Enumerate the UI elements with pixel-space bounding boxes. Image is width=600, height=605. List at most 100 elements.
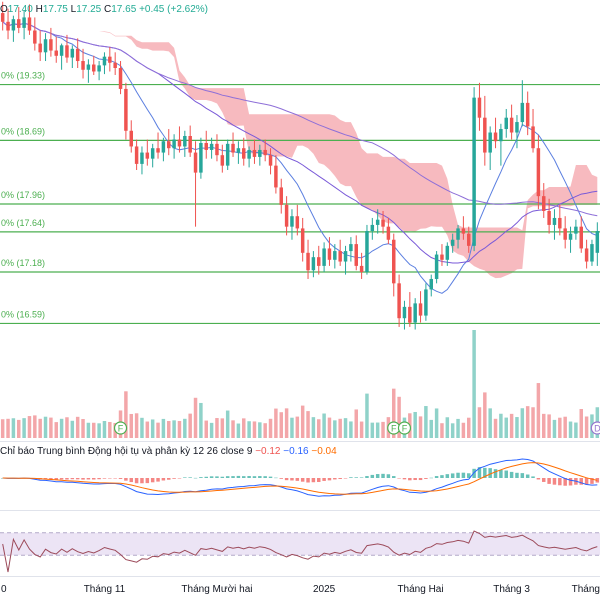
event-marker-circle[interactable] (113, 421, 128, 435)
fib-level-label: 0% (19.33) (1, 71, 45, 81)
volume-bar (17, 419, 21, 438)
candlestick (499, 123, 503, 166)
candle-body (359, 265, 364, 272)
candlestick (461, 216, 466, 240)
volume-bar (75, 416, 80, 438)
volume-bar (300, 405, 305, 438)
candlestick (22, 10, 26, 40)
macd-legend[interactable]: Chỉ báo Trung bình Động hội tụ và phân k… (0, 446, 337, 457)
candlestick (424, 283, 428, 321)
volume-bar (97, 423, 101, 438)
macd-histogram-bar (86, 478, 91, 480)
macd-histogram-bar (408, 478, 412, 481)
event-marker[interactable]: F (397, 421, 412, 435)
candle-body (124, 88, 128, 131)
macd-histogram-bar (199, 477, 203, 478)
volume-bar (515, 417, 519, 438)
fib-level-label: 0% (16.59) (1, 309, 45, 319)
moving-average-long (2, 21, 598, 217)
macd-histogram-bar (333, 478, 337, 480)
event-marker-circle[interactable] (397, 421, 412, 435)
time-axis[interactable]: 0 Tháng 11 Tháng Mười hai 2025 Tháng Hai Thán… (0, 576, 600, 596)
candlestick (590, 239, 594, 266)
time-axis-label: Tháng (572, 584, 600, 595)
macd-histogram-bar (375, 474, 380, 478)
macd-histogram-bar (118, 478, 123, 479)
candlestick (43, 33, 48, 62)
macd-histogram-bar (322, 478, 326, 481)
candlestick (199, 137, 203, 179)
fibonacci-levels: 0% (19.33) 0% (18.69) 0% (17.96) 0% (17.64)… (0, 71, 600, 325)
candle-body (574, 226, 578, 234)
macd-histogram-bar (584, 478, 589, 485)
candle-body (199, 142, 203, 173)
candle-body (311, 257, 316, 271)
candlestick (531, 108, 535, 153)
macd-histogram-bar (215, 476, 219, 478)
candlestick (81, 48, 85, 79)
volume-bar (584, 416, 589, 438)
candle-body (97, 65, 101, 72)
candlestick (520, 80, 525, 127)
ichimoku-cloud-area (56, 16, 598, 279)
volume-bar (343, 418, 348, 438)
candlestick (220, 144, 225, 173)
volume-bar (493, 418, 498, 438)
candle-body (306, 252, 310, 271)
event-marker[interactable]: F (113, 421, 128, 435)
macd-histogram-bar (140, 478, 144, 484)
ohlc-legend: O17.40 H17.75 L17.25 C17.65 +0.45 (+2.62… (0, 4, 208, 20)
candle-body (499, 129, 503, 142)
candlestick (145, 139, 150, 166)
candle-body (129, 130, 133, 147)
volume-bar (65, 417, 69, 438)
volume-bar (38, 418, 42, 438)
candlestick (108, 47, 112, 72)
event-marker-circle[interactable] (590, 421, 600, 435)
candlestick (209, 137, 214, 159)
candle-body (595, 231, 600, 253)
candlestick (584, 239, 589, 269)
volume-bar (11, 418, 16, 438)
candlestick (381, 210, 385, 234)
event-marker[interactable]: F (387, 421, 401, 435)
fib-level-label: 0% (17.18) (1, 258, 45, 268)
candlestick (402, 300, 407, 330)
candlestick (525, 91, 530, 136)
volume-bar (70, 420, 75, 438)
macd-histogram-bar (456, 472, 460, 478)
candlestick (568, 226, 573, 253)
volume-bar (102, 421, 107, 438)
candle-body (65, 45, 69, 58)
volume-bar (333, 420, 337, 438)
candle-body (456, 228, 460, 240)
candle-body (322, 248, 326, 266)
candlestick (338, 239, 342, 266)
volume-bar (472, 330, 476, 438)
volume-bar (43, 416, 48, 438)
macd-histogram-bar (504, 470, 508, 478)
macd-histogram-bar (590, 478, 594, 484)
candlestick (225, 139, 230, 170)
change-percent: (+2.62%) (167, 4, 209, 15)
candle-body (102, 56, 107, 66)
macd-histogram-bar (252, 476, 257, 478)
candle-body (590, 244, 594, 262)
macd-histogram-bar (434, 476, 439, 478)
macd-histogram-bar (354, 477, 358, 478)
candle-body (252, 149, 257, 157)
candle-body (429, 278, 433, 290)
macd-histogram-bar (429, 477, 433, 479)
event-marker-label: D (594, 424, 600, 434)
candlestick (242, 137, 246, 166)
candlestick (134, 139, 139, 170)
macd-histogram-bar (0, 478, 5, 479)
candlestick (150, 143, 155, 168)
volume-bar (504, 417, 508, 438)
event-marker[interactable]: D (590, 421, 600, 435)
candlestick (284, 196, 289, 236)
volume-bar (236, 423, 241, 438)
